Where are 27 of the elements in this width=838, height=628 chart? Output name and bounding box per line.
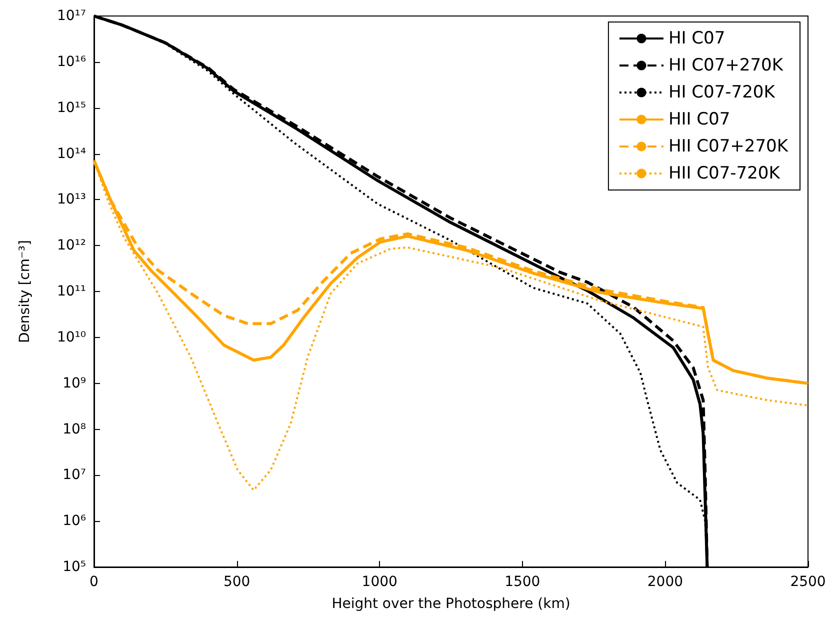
y-tick-label: 10¹⁷ <box>56 8 86 24</box>
y-axis-title: Density [cm⁻³] <box>17 240 33 343</box>
y-tick-label: 10⁵ <box>62 559 86 575</box>
legend-label: HII C07+270K <box>668 136 789 156</box>
legend-label: HI C07 <box>668 28 726 48</box>
y-tick-label: 10¹² <box>56 238 86 254</box>
y-tick-label: 10¹⁰ <box>56 329 86 346</box>
legend-label: HII C07 <box>668 110 730 130</box>
legend-label: HII C07-720K <box>668 164 781 184</box>
y-tick-label: 10¹³ <box>56 192 86 208</box>
y-tick-label: 10¹¹ <box>56 284 86 300</box>
x-tick-label: 0 <box>90 574 98 590</box>
x-tick-label: 2000 <box>647 574 684 590</box>
x-tick-label: 1500 <box>504 574 540 590</box>
y-tick-label: 10⁸ <box>62 421 86 438</box>
y-tick-label: 10¹⁴ <box>56 146 86 162</box>
x-tick-label: 2500 <box>790 574 826 590</box>
y-tick-label: 10⁶ <box>62 513 86 530</box>
y-tick-label: 10⁹ <box>62 375 86 392</box>
legend-label: HI C07+270K <box>668 56 784 76</box>
x-tick-label: 500 <box>223 574 250 590</box>
x-axis-title: Height over the Photosphere (km) <box>332 596 570 612</box>
legend-label: HI C07-720K <box>668 82 776 102</box>
y-tick-label: 10¹⁵ <box>56 100 86 116</box>
y-tick-label: 10¹⁶ <box>56 54 86 70</box>
x-tick-label: 1000 <box>362 574 398 590</box>
y-tick-label: 10⁷ <box>62 467 86 484</box>
